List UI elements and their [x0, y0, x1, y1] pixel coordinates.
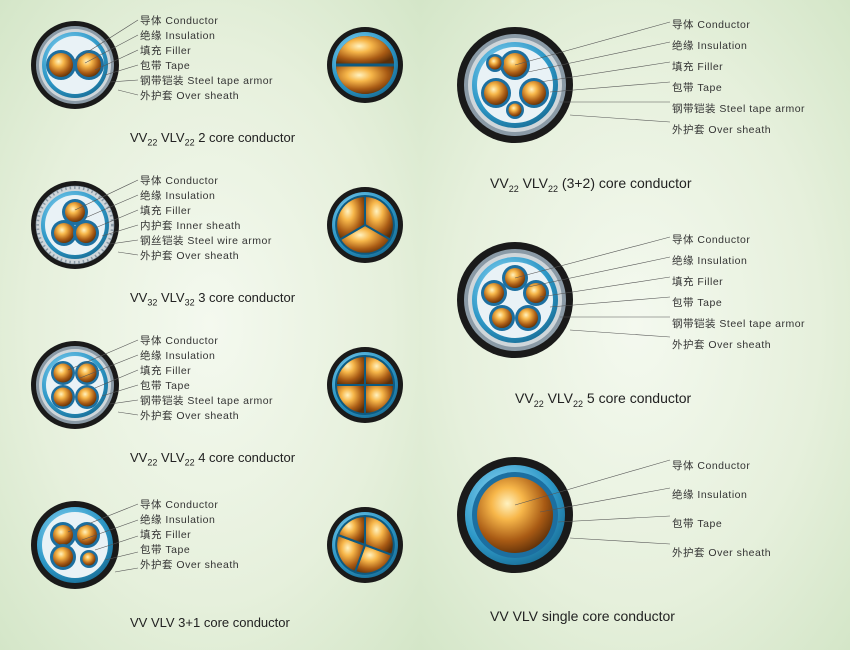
labels-3-core: 导体 Conductor 绝缘 Insulation 填充 Filler 内护套…: [138, 174, 274, 264]
label-row: 填充 Filler: [138, 44, 275, 58]
panel-5-core: 导体 Conductor 绝缘 Insulation 填充 Filler 包带 …: [420, 215, 850, 430]
labels-4-core: 导体 Conductor 绝缘 Insulation 填充 Filler 包带 …: [138, 334, 275, 424]
label-row: 绝缘 Insulation: [138, 189, 274, 203]
label-row: 包带 Tape: [138, 59, 275, 73]
label-row: 填充 Filler: [670, 57, 807, 77]
labels-3plus2-core: 导体 Conductor 绝缘 Insulation 填充 Filler 包带 …: [670, 15, 807, 141]
label-row: 绝缘 Insulation: [138, 349, 275, 363]
panel-4-core: 导体 Conductor 绝缘 Insulation 填充 Filler 包带 …: [0, 320, 420, 480]
label-row: 填充 Filler: [138, 364, 275, 378]
panel-2-core: 导体 Conductor 绝缘 Insulation 填充 Filler 包带 …: [0, 0, 420, 160]
label-row: 钢带铠装 Steel tape armor: [138, 394, 275, 408]
caption-2-core: VV22 VLV22 2 core conductor: [130, 130, 295, 148]
label-row: 包带 Tape: [670, 293, 807, 313]
panel-3plus2-core: 导体 Conductor 绝缘 Insulation 填充 Filler 包带 …: [420, 0, 850, 215]
label-row: 导体 Conductor: [138, 14, 275, 28]
label-row: 外护套 Over sheath: [138, 249, 274, 263]
labels-3plus1-core: 导体 Conductor 绝缘 Insulation 填充 Filler 包带 …: [138, 498, 241, 573]
label-row: 绝缘 Insulation: [138, 513, 241, 527]
caption-3plus1-core: VV VLV 3+1 core conductor: [130, 615, 290, 630]
label-row: 外护套 Over sheath: [670, 120, 807, 140]
label-row: 填充 Filler: [670, 272, 807, 292]
label-row: 外护套 Over sheath: [138, 558, 241, 572]
label-row: 钢带铠装 Steel tape armor: [670, 99, 807, 119]
label-row: 包带 Tape: [670, 78, 807, 98]
left-column: 导体 Conductor 绝缘 Insulation 填充 Filler 包带 …: [0, 0, 420, 650]
label-row: 外护套 Over sheath: [138, 89, 275, 103]
caption-5-core: VV22 VLV22 5 core conductor: [515, 390, 691, 409]
panel-single-core: 导体 Conductor 绝缘 Insulation 包带 Tape 外护套 O…: [420, 430, 850, 650]
labels-single-core: 导体 Conductor 绝缘 Insulation 包带 Tape 外护套 O…: [670, 452, 773, 568]
right-column: 导体 Conductor 绝缘 Insulation 填充 Filler 包带 …: [420, 0, 850, 650]
caption-3plus2-core: VV22 VLV22 (3+2) core conductor: [490, 175, 692, 194]
label-row: 导体 Conductor: [670, 452, 773, 480]
label-row: 绝缘 Insulation: [670, 36, 807, 56]
label-row: 包带 Tape: [138, 379, 275, 393]
label-row: 导体 Conductor: [670, 15, 807, 35]
diagram-single-core: [420, 430, 850, 610]
caption-single-core: VV VLV single core conductor: [490, 608, 675, 624]
label-row: 导体 Conductor: [138, 174, 274, 188]
panel-3plus1-core: 导体 Conductor 绝缘 Insulation 填充 Filler 包带 …: [0, 480, 420, 650]
label-row: 内护套 Inner sheath: [138, 219, 274, 233]
label-row: 钢带铠装 Steel tape armor: [138, 74, 275, 88]
label-row: 包带 Tape: [138, 543, 241, 557]
labels-5-core: 导体 Conductor 绝缘 Insulation 填充 Filler 包带 …: [670, 230, 807, 356]
caption-3-core: VV32 VLV32 3 core conductor: [130, 290, 295, 308]
panel-3-core: 导体 Conductor 绝缘 Insulation 填充 Filler 内护套…: [0, 160, 420, 320]
label-row: 包带 Tape: [670, 510, 773, 538]
label-row: 外护套 Over sheath: [670, 335, 807, 355]
label-row: 外护套 Over sheath: [138, 409, 275, 423]
label-row: 绝缘 Insulation: [670, 251, 807, 271]
label-row: 导体 Conductor: [138, 498, 241, 512]
label-row: 绝缘 Insulation: [138, 29, 275, 43]
labels-2-core: 导体 Conductor 绝缘 Insulation 填充 Filler 包带 …: [138, 14, 275, 104]
label-row: 钢带铠装 Steel tape armor: [670, 314, 807, 334]
label-row: 绝缘 Insulation: [670, 481, 773, 509]
label-row: 填充 Filler: [138, 528, 241, 542]
label-row: 填充 Filler: [138, 204, 274, 218]
label-row: 导体 Conductor: [138, 334, 275, 348]
caption-4-core: VV22 VLV22 4 core conductor: [130, 450, 295, 468]
label-row: 钢丝铠装 Steel wire armor: [138, 234, 274, 248]
label-row: 导体 Conductor: [670, 230, 807, 250]
label-row: 外护套 Over sheath: [670, 539, 773, 567]
